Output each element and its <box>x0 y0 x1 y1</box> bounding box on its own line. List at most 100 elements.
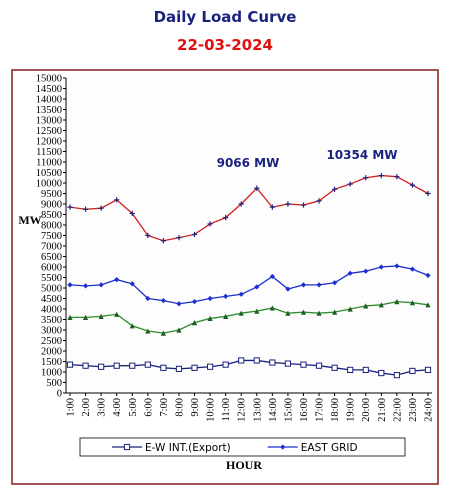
marker <box>347 366 354 373</box>
chart-subtitle: 22-03-2024 <box>177 36 273 54</box>
x-axis-label: HOUR <box>226 458 262 472</box>
x-tick-label: 3:00 <box>97 398 108 417</box>
y-tick-label: 3000 <box>41 326 62 337</box>
marker <box>191 364 198 371</box>
marker <box>123 443 131 451</box>
marker <box>82 314 89 320</box>
legend-label: EAST GRID <box>301 442 358 454</box>
x-tick-label: 24:00 <box>424 398 435 422</box>
marker <box>160 364 167 371</box>
y-tick-label: 1500 <box>41 357 62 368</box>
marker <box>114 197 120 203</box>
marker <box>98 313 104 319</box>
y-tick-label: 8500 <box>41 210 62 221</box>
marker <box>67 204 73 210</box>
marker <box>82 206 89 212</box>
marker <box>160 330 166 336</box>
x-tick-label: 10:00 <box>206 398 217 422</box>
marker <box>67 314 73 320</box>
marker <box>223 215 229 221</box>
x-tick-label: 18:00 <box>330 398 341 422</box>
x-tick-label: 2:00 <box>81 398 92 417</box>
marker <box>332 309 338 315</box>
marker <box>362 366 369 373</box>
x-tick-label: 20:00 <box>361 398 372 422</box>
marker <box>67 282 73 288</box>
marker <box>300 309 307 315</box>
series-line <box>69 265 429 305</box>
marker <box>331 364 338 371</box>
x-tick-label: 17:00 <box>315 398 326 422</box>
marker <box>98 205 104 211</box>
marker <box>316 310 322 316</box>
y-tick-label: 4000 <box>41 305 62 316</box>
y-tick-label: 10000 <box>36 179 62 190</box>
marker <box>207 295 213 302</box>
marker <box>269 273 275 280</box>
marker <box>347 270 353 276</box>
marker <box>269 359 276 366</box>
marker <box>315 362 323 369</box>
marker <box>378 264 384 270</box>
y-tick-label: 11000 <box>36 158 62 169</box>
x-tick-label: 5:00 <box>128 398 139 417</box>
series-line <box>70 300 429 334</box>
marker <box>113 362 120 369</box>
marker <box>394 263 400 269</box>
y-tick-label: 5500 <box>41 273 62 284</box>
legend <box>79 437 406 457</box>
y-tick-label: 2500 <box>41 336 62 347</box>
x-tick-label: 9:00 <box>190 398 201 417</box>
marker <box>254 185 260 191</box>
marker <box>363 175 369 181</box>
marker <box>98 282 104 288</box>
marker <box>129 362 136 369</box>
marker <box>98 363 105 370</box>
marker <box>176 327 182 333</box>
annotation: 10354 MW <box>326 148 397 162</box>
marker <box>378 369 385 377</box>
plot-area <box>66 78 432 393</box>
marker <box>207 221 213 227</box>
x-tick-label: 13:00 <box>252 398 263 422</box>
marker <box>285 201 291 207</box>
x-tick-label: 11:00 <box>221 398 232 422</box>
x-tick-label: 8:00 <box>174 398 185 417</box>
frame <box>11 69 439 485</box>
marker <box>269 204 275 210</box>
marker <box>254 284 260 290</box>
marker <box>191 231 198 238</box>
marker <box>425 302 431 308</box>
marker <box>175 365 183 372</box>
marker <box>145 328 151 334</box>
y-tick-label: 15000 <box>36 74 62 85</box>
marker <box>300 282 307 288</box>
marker <box>378 172 384 179</box>
marker <box>409 182 416 188</box>
marker <box>206 363 214 370</box>
marker <box>129 323 135 329</box>
x-tick-label: 4:00 <box>112 398 123 417</box>
marker <box>363 303 369 309</box>
marker <box>363 268 369 274</box>
marker <box>238 201 244 207</box>
marker <box>176 235 182 241</box>
y-tick-label: 13000 <box>36 116 62 127</box>
marker <box>253 357 260 364</box>
x-tick-label: 23:00 <box>408 398 419 422</box>
marker <box>191 320 198 326</box>
y-axis-label: MW <box>18 213 41 227</box>
marker <box>424 366 432 373</box>
marker <box>300 202 307 208</box>
marker <box>144 361 151 368</box>
marker <box>129 281 135 287</box>
marker <box>145 232 151 239</box>
marker <box>425 272 431 278</box>
marker <box>191 299 198 305</box>
x-tick-label: 1:00 <box>66 398 77 417</box>
marker <box>145 295 151 302</box>
marker <box>280 444 286 450</box>
marker <box>160 298 166 304</box>
marker <box>393 372 400 379</box>
